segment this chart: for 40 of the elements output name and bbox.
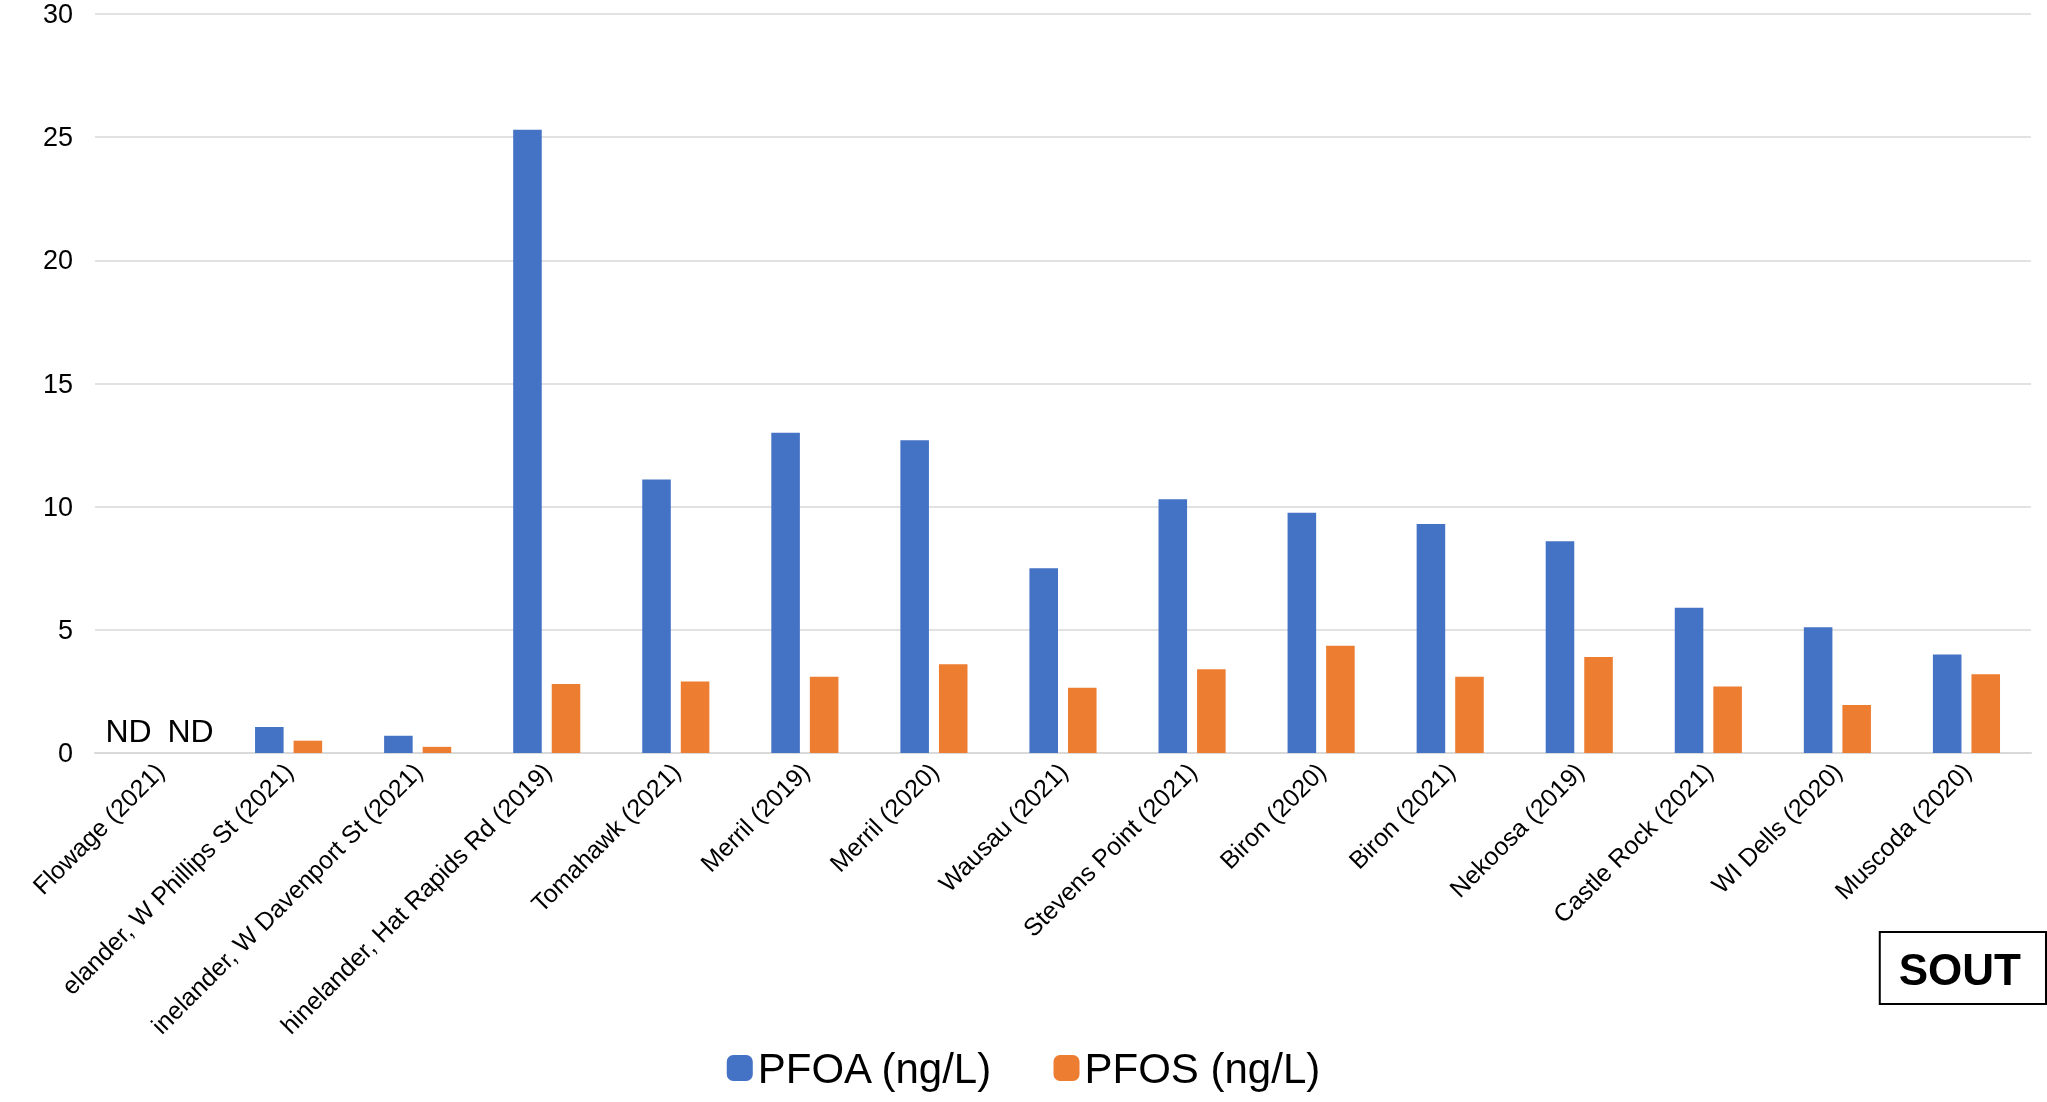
bar (1842, 704, 1871, 753)
y-tick-label: 10 (42, 491, 73, 522)
bar (1674, 607, 1704, 753)
bar (1545, 541, 1575, 753)
bar (1197, 669, 1226, 753)
bar (900, 440, 929, 753)
bar (1068, 687, 1097, 753)
legend-label: PFOS (ng/L) (1084, 1044, 1321, 1092)
bar (293, 740, 323, 753)
y-tick-label: 0 (57, 738, 73, 768)
legend-label: PFOA (ng/L) (757, 1044, 992, 1092)
bar (551, 684, 581, 753)
bar (1455, 676, 1484, 753)
bar (1584, 656, 1613, 753)
bar (1029, 568, 1058, 753)
text: SOUT (1898, 944, 2022, 994)
y-tick-label: 5 (57, 614, 73, 645)
bar (680, 681, 710, 753)
y-tick-label: 25 (42, 122, 73, 153)
bar (422, 746, 452, 753)
annotation: ND (105, 713, 152, 749)
bar (1326, 645, 1355, 753)
y-tick-label: 20 (42, 245, 73, 276)
annotation: ND (167, 713, 214, 749)
bar (255, 726, 284, 753)
bar (938, 664, 968, 753)
bar (1158, 499, 1188, 753)
y-tick-label: 30 (42, 0, 73, 29)
y-tick-label: 15 (42, 368, 73, 399)
bar (384, 735, 413, 753)
bar (513, 129, 542, 753)
bar (642, 479, 671, 753)
bar (1713, 686, 1742, 753)
bar (1932, 654, 1962, 753)
bar (1803, 627, 1833, 753)
bar (1971, 674, 2001, 753)
bar (1287, 512, 1317, 753)
bar (809, 676, 839, 753)
bar (771, 432, 800, 753)
bar (1416, 523, 1446, 753)
